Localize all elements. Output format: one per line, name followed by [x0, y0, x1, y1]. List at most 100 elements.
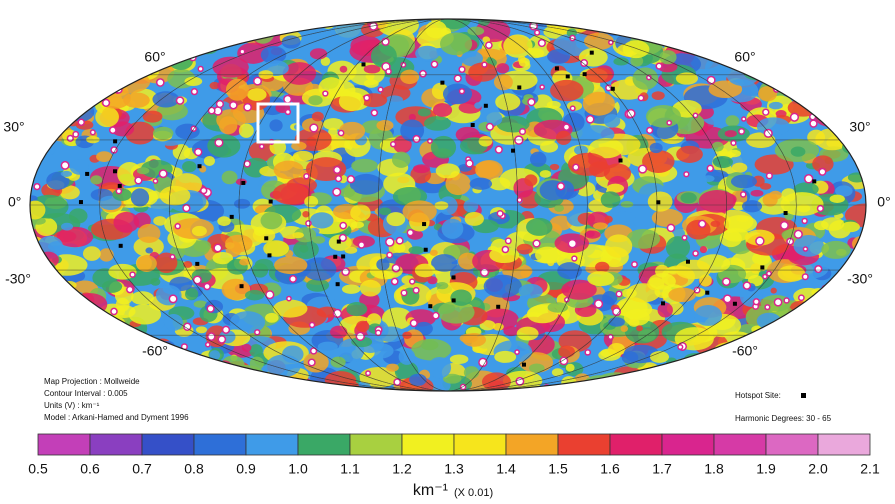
- anomaly: [707, 367, 742, 385]
- anomaly: [164, 43, 181, 54]
- hotspot: [337, 240, 341, 244]
- anomaly-peak: [801, 377, 809, 385]
- anomaly-peak: [765, 305, 770, 310]
- lat-label: 60°: [734, 49, 755, 65]
- anomaly-peak: [284, 96, 291, 103]
- anomaly: [558, 345, 575, 357]
- anomaly-peak: [803, 247, 807, 251]
- anomaly-peak: [314, 384, 322, 392]
- hotspot: [422, 222, 426, 226]
- anomaly: [101, 316, 125, 329]
- anomaly: [623, 40, 650, 58]
- anomaly-peak: [656, 63, 662, 69]
- colorbar-segment: [246, 434, 298, 455]
- anomaly-peak: [91, 130, 96, 135]
- anomaly: [57, 102, 78, 113]
- anomaly: [621, 201, 634, 208]
- anomaly-peak: [339, 130, 344, 135]
- anomaly: [98, 324, 116, 338]
- anomaly-peak: [110, 127, 116, 133]
- anomaly: [550, 80, 583, 101]
- anomaly-peak: [413, 136, 420, 143]
- anomaly: [851, 87, 866, 96]
- anomaly-peak: [573, 164, 579, 170]
- anomaly: [769, 102, 783, 110]
- anomaly-peak: [678, 345, 683, 350]
- anomaly: [530, 152, 546, 167]
- hotspot: [361, 62, 365, 66]
- anomaly-peak: [667, 121, 671, 125]
- info-line: Contour Interval : 0.005: [44, 389, 128, 398]
- colorbar-tick: 1.2: [392, 461, 412, 477]
- anomaly-peak: [481, 268, 489, 276]
- colorbar-segment: [194, 434, 246, 455]
- anomaly-peak: [539, 40, 546, 47]
- anomaly: [251, 381, 269, 391]
- anomaly: [649, 273, 676, 290]
- anomaly: [470, 178, 492, 190]
- anomaly: [225, 235, 252, 253]
- anomaly-peak: [244, 161, 250, 167]
- anomaly-peak: [460, 89, 465, 94]
- anomaly: [81, 32, 110, 51]
- anomaly: [234, 199, 250, 209]
- anomaly-peak: [707, 165, 713, 171]
- anomaly-peak: [392, 264, 399, 271]
- anomaly-peak: [587, 116, 594, 123]
- anomaly: [839, 316, 863, 335]
- anomaly: [803, 331, 831, 354]
- anomaly-peak: [394, 379, 400, 385]
- anomaly-peak: [28, 296, 35, 303]
- anomaly: [108, 41, 135, 60]
- anomaly: [415, 264, 436, 278]
- colorbar-tick: 1.9: [756, 461, 776, 477]
- anomaly: [106, 71, 150, 93]
- anomaly: [742, 362, 760, 379]
- anomaly: [63, 9, 85, 30]
- anomaly: [752, 64, 777, 79]
- anomaly: [308, 95, 322, 105]
- hotspot: [452, 275, 456, 279]
- anomaly: [744, 66, 773, 81]
- anomaly: [436, 163, 460, 178]
- colorbar-scale: (X 0.01): [454, 487, 493, 499]
- anomaly: [857, 135, 865, 142]
- anomaly-peak: [786, 352, 790, 356]
- hotspot: [264, 236, 268, 240]
- anomaly: [842, 139, 869, 155]
- anomaly: [832, 380, 844, 389]
- hotspot: [336, 282, 340, 286]
- lat-label: -30°: [5, 271, 31, 287]
- anomaly: [261, 212, 283, 229]
- anomaly-peak: [29, 342, 34, 347]
- anomaly: [69, 208, 88, 223]
- anomaly-peak: [616, 291, 621, 296]
- anomaly-peak: [699, 220, 706, 227]
- anomaly: [846, 139, 856, 148]
- anomaly: [791, 146, 806, 156]
- anomaly: [839, 355, 862, 378]
- anomaly: [318, 342, 338, 352]
- anomaly: [37, 33, 68, 51]
- anomaly-peak: [479, 358, 487, 366]
- colorbar-tick: 0.7: [132, 461, 152, 477]
- anomaly: [803, 34, 839, 55]
- anomaly: [36, 96, 59, 110]
- anomaly: [571, 383, 588, 393]
- anomaly: [160, 186, 191, 206]
- anomaly: [832, 87, 852, 100]
- anomaly: [402, 200, 436, 222]
- anomaly: [292, 232, 304, 238]
- colorbar-segment: [766, 434, 818, 455]
- anomaly: [424, 116, 451, 131]
- anomaly-peak: [73, 354, 80, 361]
- anomaly: [602, 291, 617, 305]
- anomaly-peak: [487, 124, 494, 131]
- anomaly-peak: [502, 246, 508, 252]
- hotspot: [240, 284, 244, 288]
- anomaly-peak: [540, 85, 544, 89]
- anomaly-peak: [177, 97, 184, 104]
- anomaly-peak: [693, 251, 698, 256]
- anomaly: [392, 152, 410, 168]
- anomaly-peak: [818, 291, 823, 296]
